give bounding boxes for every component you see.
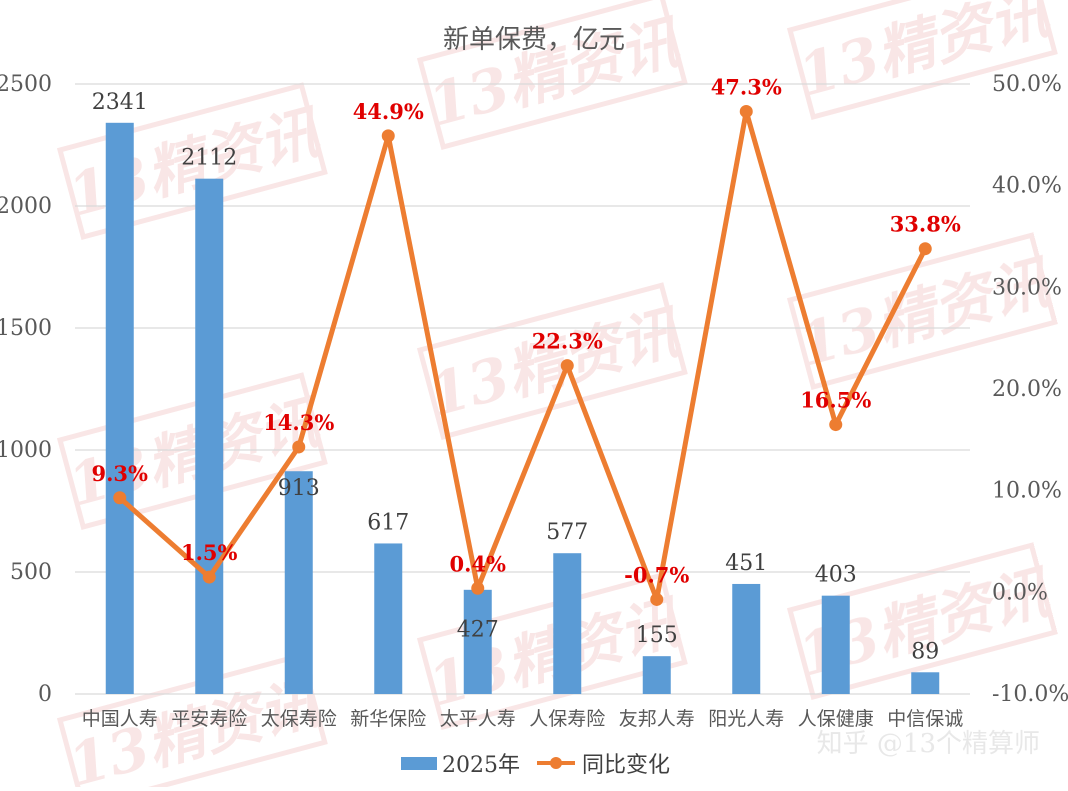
- bar-value-label: 451: [725, 551, 767, 576]
- line-value-label: 14.3%: [263, 410, 334, 435]
- bar: [732, 583, 761, 694]
- y-right-tick-label: -10.0%: [992, 682, 1068, 707]
- x-tick-label: 人保健康: [798, 708, 874, 730]
- line-point: [381, 129, 395, 143]
- watermark-text: 13精资讯: [421, 297, 688, 430]
- x-tick-label: 太平人寿: [440, 708, 516, 730]
- line-point: [113, 491, 127, 505]
- watermark-stamp: 13精资讯: [416, 282, 689, 440]
- line-value-label: 33.8%: [890, 212, 961, 237]
- bar: [553, 553, 582, 694]
- line-point: [202, 570, 216, 584]
- legend-swatch-bar: [401, 757, 437, 770]
- bar-value-label: 427: [457, 617, 499, 642]
- bar-value-label: 2341: [92, 90, 148, 115]
- watermark-stamp: 13精资讯: [416, 0, 689, 150]
- y-right-tick-label: 30.0%: [992, 275, 1062, 300]
- axes: 0 500 1000 1500 2000 2500 -10.0% 0.0% 10.0% 20.0%…: [0, 72, 1068, 730]
- y-right-tick-label: 20.0%: [992, 377, 1062, 402]
- x-tick-label: 平安寿险: [171, 708, 247, 730]
- bar-series: [105, 122, 940, 694]
- y-left-tick-label: 2000: [0, 194, 52, 219]
- bar: [642, 656, 671, 694]
- y-right-tick-label: 50.0%: [992, 72, 1062, 97]
- watermark-stamp: 13精资讯: [786, 232, 1059, 390]
- bar-value-label: 89: [911, 639, 939, 664]
- credit-watermark: 知乎 @13个精算师: [817, 729, 1040, 759]
- watermark-border: [786, 542, 1058, 700]
- line-point: [471, 581, 485, 595]
- y-left-tick-label: 1500: [0, 316, 52, 341]
- line-value-label: 1.5%: [181, 540, 238, 565]
- line-path: [118, 108, 928, 602]
- line-value-label: 47.3%: [711, 74, 782, 99]
- line-value-label: -0.7%: [624, 562, 689, 587]
- bar-value-label: 155: [636, 623, 678, 648]
- legend: 2025年 同比变化: [401, 753, 670, 778]
- grid: [75, 83, 970, 695]
- line-point: [739, 104, 753, 118]
- bar: [374, 543, 403, 694]
- watermark-border: [416, 282, 688, 440]
- line-point: [292, 440, 306, 454]
- bar-value-label: 617: [367, 510, 409, 535]
- chart-title: 新单保费，亿元: [443, 25, 625, 55]
- line-value-label: 44.9%: [353, 99, 424, 124]
- watermark-text: 13精资讯: [791, 247, 1058, 380]
- y-left-tick-label: 1000: [0, 438, 52, 463]
- y-right-tick-label: 0.0%: [992, 580, 1048, 605]
- bar: [463, 589, 492, 694]
- x-tick-label: 太保寿险: [261, 708, 337, 730]
- line-value-label: 16.5%: [800, 388, 871, 413]
- watermark-border: [416, 0, 688, 150]
- bar-value-label: 403: [815, 563, 857, 588]
- x-tick-label: 人保寿险: [529, 708, 605, 730]
- bar-value-label: 577: [546, 520, 588, 545]
- legend-label-bar: 2025年: [442, 753, 520, 778]
- line-value-label: 0.4%: [450, 551, 507, 576]
- bar: [821, 595, 850, 694]
- line-value-label: 9.3%: [92, 461, 149, 486]
- watermark-border: [56, 652, 328, 791]
- x-tick-label: 新华保险: [350, 708, 426, 730]
- line-point: [560, 359, 574, 373]
- line-value-label: 22.3%: [532, 329, 603, 354]
- bar: [284, 471, 313, 694]
- legend-label-line: 同比变化: [582, 753, 670, 778]
- line-series: [113, 104, 932, 606]
- x-tick-label: 中国人寿: [82, 708, 158, 730]
- watermark-border: [786, 232, 1058, 390]
- x-tick-label: 友邦人寿: [619, 708, 695, 730]
- y-left-tick-label: 2500: [0, 72, 52, 97]
- legend-swatch-marker: [550, 757, 562, 769]
- x-tick-label: 阳光人寿: [708, 708, 784, 730]
- bar: [195, 178, 224, 694]
- bar-value-label: 2112: [181, 146, 237, 171]
- y-right-tick-label: 10.0%: [992, 479, 1062, 504]
- line-point: [650, 592, 664, 606]
- y-left-tick-label: 0: [38, 682, 52, 707]
- data-labels: 2341 2112 913 617 427 577 155 451 403 89 9.3% 1.5% 1…: [92, 74, 961, 664]
- bar-value-label: 913: [278, 476, 320, 501]
- y-right-tick-label: 40.0%: [992, 174, 1062, 199]
- y-left-tick-label: 500: [10, 560, 52, 585]
- line-point: [829, 418, 843, 432]
- x-tick-label: 中信保诚: [887, 708, 963, 730]
- line-point: [918, 242, 932, 256]
- bar: [911, 672, 940, 694]
- bar: [105, 122, 134, 694]
- watermark-stamp: 13精资讯: [786, 0, 1059, 120]
